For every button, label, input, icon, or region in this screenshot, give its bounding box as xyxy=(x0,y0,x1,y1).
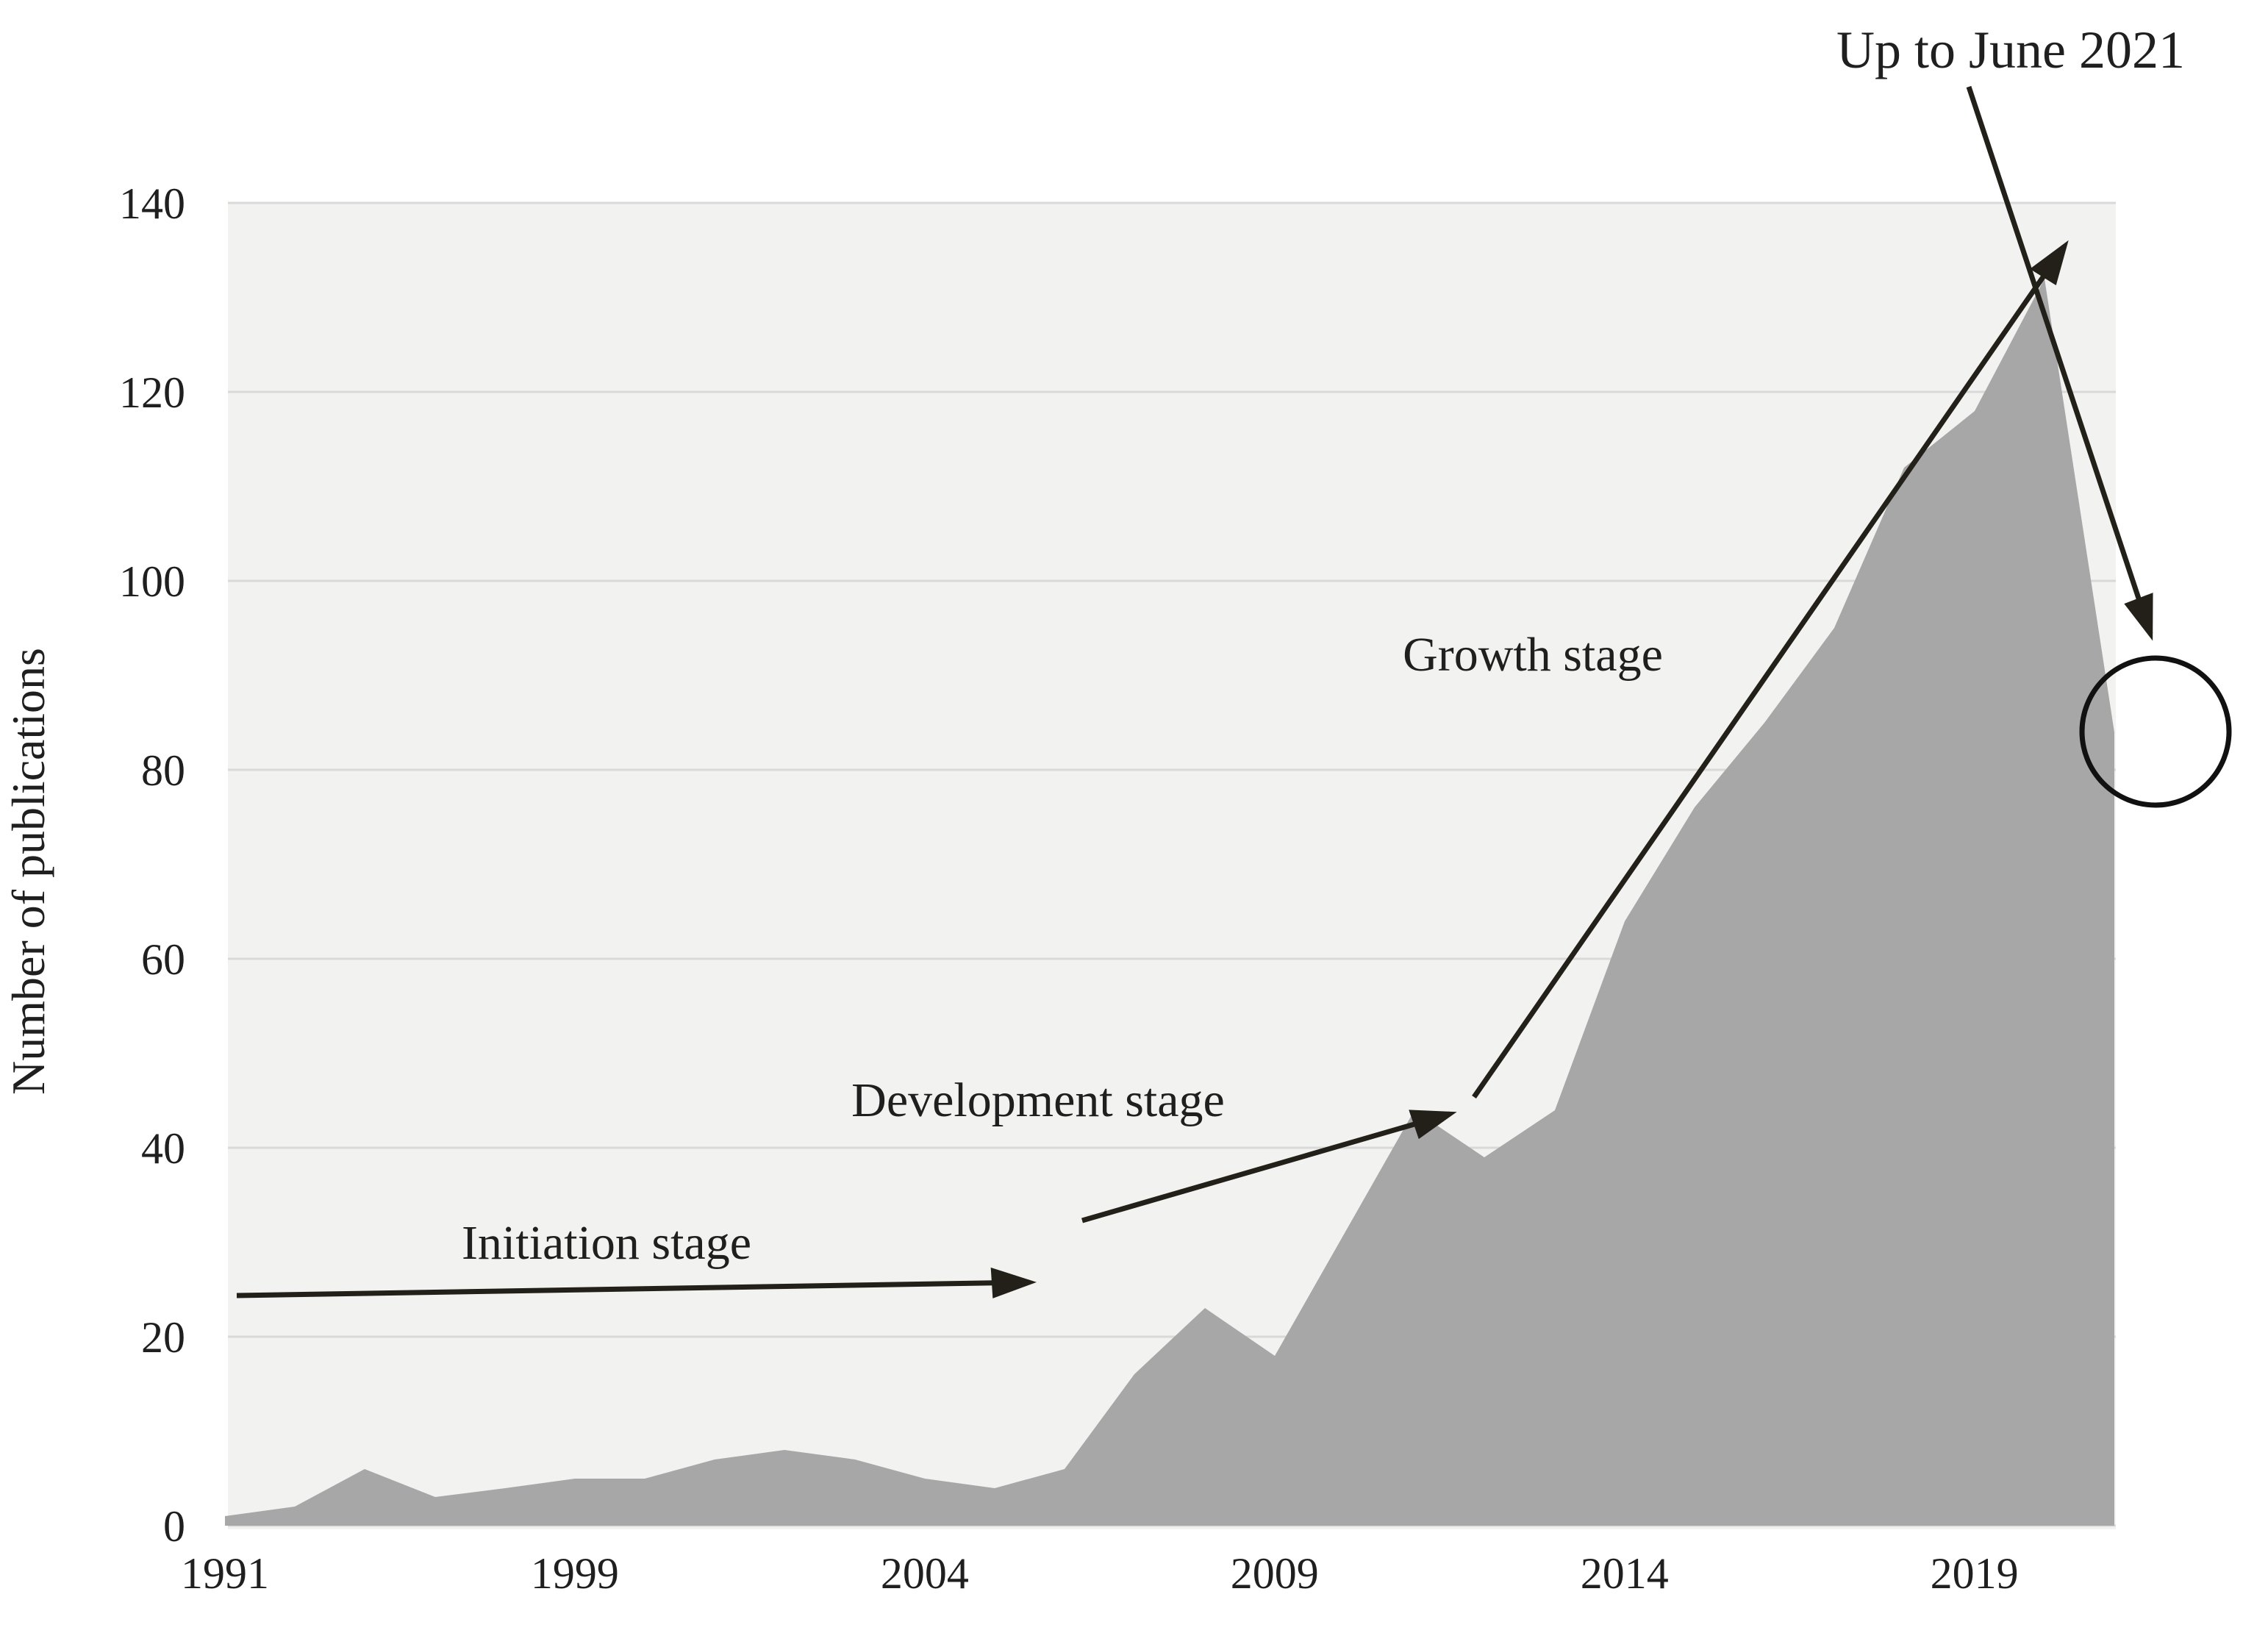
y-tick-label-0: 0 xyxy=(163,1502,185,1551)
initiation-stage-arrow xyxy=(236,1267,1037,1298)
june-2021-highlight-circle xyxy=(2079,655,2232,808)
x-tick-label-2004: 2004 xyxy=(881,1549,969,1598)
y-axis-tick-labels: 0 20 40 60 80 100 120 140 xyxy=(119,179,185,1551)
y-tick-label-100: 100 xyxy=(119,557,185,606)
development-stage-arrow xyxy=(1081,1110,1457,1223)
initiation-stage-label: Initiation stage xyxy=(462,1216,751,1270)
x-tick-label-1991: 1991 xyxy=(181,1549,269,1598)
up-to-june-2021-arrow xyxy=(1966,85,2153,641)
growth-stage-label: Growth stage xyxy=(1403,628,1663,682)
up-to-june-2021-label: Up to June 2021 xyxy=(1836,21,2185,79)
x-axis-tick-labels: 1991 1999 2004 2009 2014 2019 xyxy=(181,1549,2019,1598)
y-tick-label-140: 140 xyxy=(119,179,185,228)
y-tick-label-80: 80 xyxy=(141,746,185,795)
y-tick-label-20: 20 xyxy=(141,1313,185,1362)
y-axis-title: Number of publications xyxy=(2,648,54,1095)
x-tick-label-2014: 2014 xyxy=(1581,1549,1669,1598)
x-tick-label-2019: 2019 xyxy=(1931,1549,2019,1598)
publications-area-series xyxy=(225,279,2114,1526)
y-tick-label-60: 60 xyxy=(141,935,185,984)
x-tick-label-2009: 2009 xyxy=(1231,1549,1319,1598)
growth-stage-arrow xyxy=(1472,240,2069,1098)
y-tick-label-40: 40 xyxy=(141,1124,185,1173)
x-tick-label-1999: 1999 xyxy=(531,1549,619,1598)
y-tick-label-120: 120 xyxy=(119,368,185,417)
development-stage-label: Development stage xyxy=(851,1073,1225,1127)
